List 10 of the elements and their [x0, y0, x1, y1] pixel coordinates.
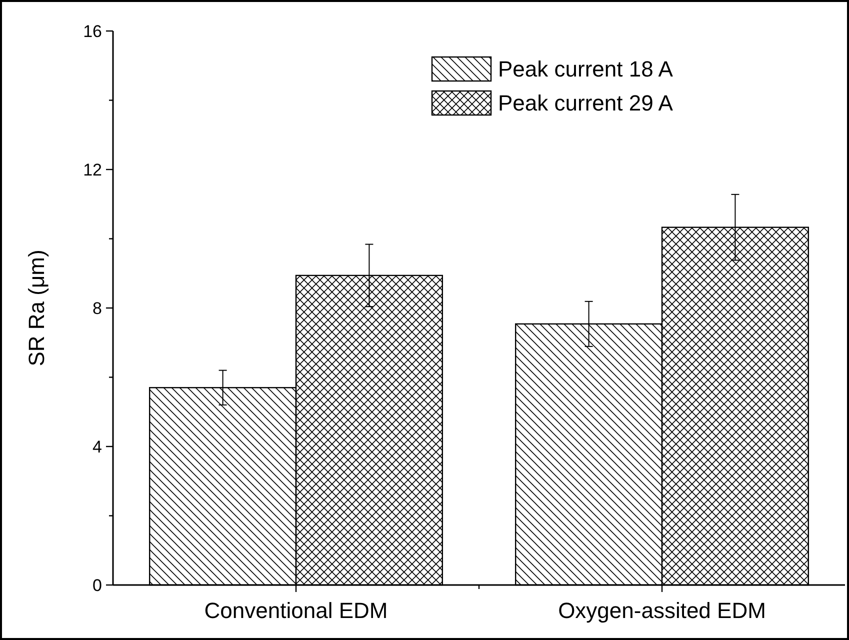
legend-label: Peak current 18 A [498, 56, 674, 82]
y-tick-label: 8 [92, 298, 102, 318]
y-tick-label: 4 [92, 437, 102, 456]
y-tick-label: 16 [83, 22, 102, 41]
x-tick-label: Conventional EDM [204, 598, 388, 623]
y-tick-label: 12 [83, 160, 102, 180]
y-axis-title: SR Ra (μm) [24, 250, 49, 366]
legend-label: Peak current 29 A [498, 90, 674, 116]
x-tick-label: Oxygen-assited EDM [558, 598, 766, 623]
y-tick-label: 0 [92, 576, 102, 595]
